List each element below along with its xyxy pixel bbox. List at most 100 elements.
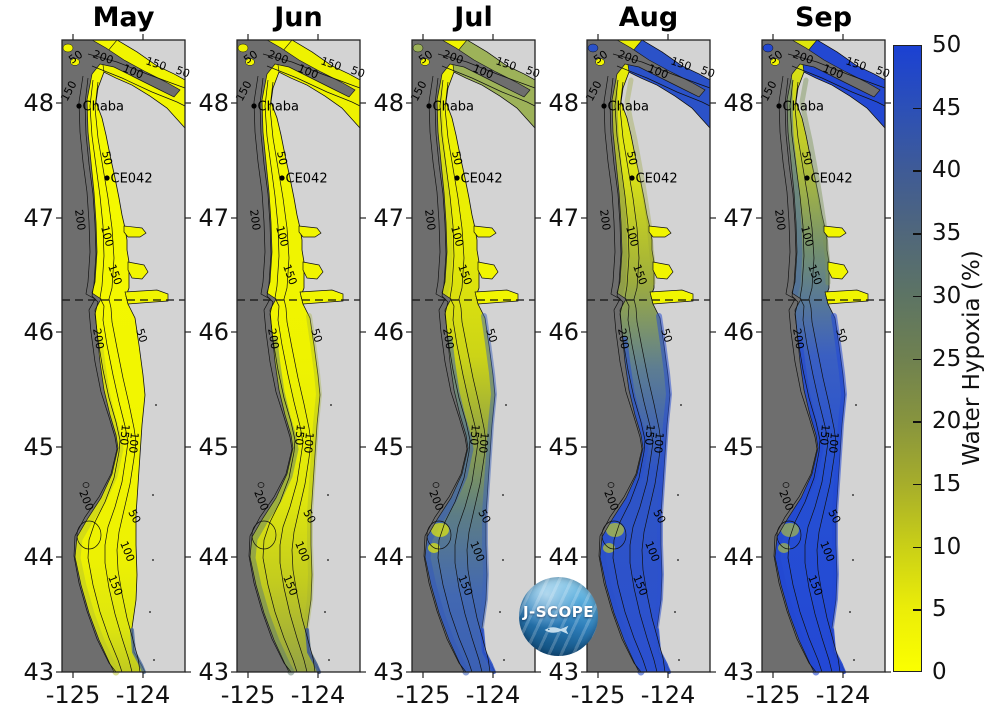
colorbar-label: Water Hypoxia (%) xyxy=(959,250,985,466)
panel-title: Aug xyxy=(618,2,679,33)
outer-shelf-band-north xyxy=(435,76,453,299)
depth-contours xyxy=(423,53,536,673)
colorbar-tick-label: 45 xyxy=(932,94,962,121)
deep-ocean-area xyxy=(586,39,706,673)
contour-depth-label: 150 xyxy=(292,424,307,446)
contour-depth-label: 200 xyxy=(790,327,806,350)
x-axis-tick-label: -125 xyxy=(745,681,801,709)
station-dot xyxy=(104,175,110,181)
contour-depth-label: 100 xyxy=(651,432,666,454)
contour-depth-label: 50 xyxy=(274,150,290,166)
panel-title: Jul xyxy=(454,2,493,33)
contour-depth-label: 100 xyxy=(273,224,291,248)
colorbar-tick xyxy=(913,107,921,110)
contour-depth-label: 50 xyxy=(300,507,318,525)
contour-depth-label: 50 xyxy=(799,150,815,166)
contour-depth-label: 150 xyxy=(817,424,832,446)
outer-shelf-band-south xyxy=(423,336,474,676)
grays-harbor xyxy=(473,225,497,238)
station-dot xyxy=(776,103,782,109)
contour-depth-label: 50 xyxy=(349,64,367,81)
contour-depth-label: 150 xyxy=(144,54,168,73)
contour-depth-label: 150 xyxy=(669,54,693,73)
contour-depth-label: 200 xyxy=(597,209,613,232)
colorbar-tick xyxy=(913,295,921,298)
vancouver-island-shelf-patch xyxy=(762,43,774,53)
panel-frame xyxy=(61,39,186,673)
jscope-logo: J-SCOPE xyxy=(519,577,598,656)
station-label: CE042 xyxy=(811,172,853,187)
willapa-bay xyxy=(827,261,849,280)
grays-harbor xyxy=(648,225,672,238)
colorbar-tick xyxy=(913,421,921,423)
depth-contours xyxy=(248,53,361,673)
colorbar-tick xyxy=(913,170,921,172)
colorbar-tick-label: 0 xyxy=(932,659,947,685)
nearshore-band-south xyxy=(302,313,323,668)
map-panel: Jul xyxy=(406,2,542,678)
contour-depth-label: 50 xyxy=(308,327,325,344)
contour-depth-label: 150 xyxy=(494,54,518,73)
willapa-bay xyxy=(127,261,149,280)
vancouver-island-shelf-patch xyxy=(587,43,599,53)
x-axis-tick-label: -125 xyxy=(45,681,101,709)
panel-frame xyxy=(586,39,711,673)
deep-ocean-area xyxy=(61,39,181,673)
x-axis-tick-label: -125 xyxy=(220,681,276,709)
station-dot xyxy=(279,175,285,181)
colorbar-tick xyxy=(913,609,921,611)
contour-depth-label: 100 xyxy=(476,432,491,454)
contour-depth-label: 150 xyxy=(117,424,132,446)
outer-shelf-band-south xyxy=(248,336,299,676)
station-markers: Chaba CE042 xyxy=(601,100,678,187)
colorbar-tick xyxy=(913,483,921,486)
contour-depth-label: 100 xyxy=(826,432,841,454)
station-label: CE042 xyxy=(286,172,328,187)
fish-icon xyxy=(544,625,568,635)
depth-contours xyxy=(73,53,186,673)
station-dot xyxy=(629,175,635,181)
y-axis-tick-label: 47 xyxy=(23,204,54,232)
contour-depth-label: 50 xyxy=(624,150,640,166)
station-label: CE042 xyxy=(111,172,153,187)
contour-depth-label: 50 xyxy=(699,64,717,81)
panel-frame xyxy=(411,39,536,673)
islet-dots xyxy=(499,404,507,661)
contour-depth-label: 200 xyxy=(615,327,631,350)
deep-ocean-area xyxy=(761,39,881,673)
map-panel: May xyxy=(56,2,192,678)
willapa-bay xyxy=(302,261,324,280)
colorbar-tick-label: 30 xyxy=(932,282,962,309)
nearshore-band-north xyxy=(624,77,656,286)
colorbar-gradient xyxy=(893,45,922,672)
map-panel: Sep xyxy=(756,2,892,678)
panel-title: May xyxy=(92,2,155,33)
axis-ticks xyxy=(406,34,541,678)
contour-depth-label: 150 xyxy=(467,424,482,446)
heceta-bank-patch xyxy=(606,523,624,537)
contour-depth-label: 100 xyxy=(448,224,466,248)
islet-dots xyxy=(849,404,857,661)
nearshore-band-south xyxy=(827,313,848,668)
station-label: Chaba xyxy=(433,100,475,115)
outer-shelf-band-south xyxy=(73,336,124,676)
contour-depth-label: 100 xyxy=(623,224,641,248)
colorbar-tick-label: 5 xyxy=(932,596,947,623)
nearshore-band-north xyxy=(799,77,831,286)
panel-frame xyxy=(761,39,886,673)
station-label: Chaba xyxy=(83,100,125,115)
contour-depth-label: 50 xyxy=(825,507,843,525)
grays-harbor xyxy=(823,225,847,238)
contour-depth-label: 100 xyxy=(301,432,316,454)
y-axis-tick-label: 48 xyxy=(23,89,54,117)
axis-ticks xyxy=(231,34,366,678)
contour-depth-label: 50 xyxy=(125,507,143,525)
station-markers: Chaba CE042 xyxy=(426,100,503,187)
depth-contours xyxy=(598,53,711,673)
station-dot xyxy=(601,103,607,109)
colorbar-tick-label: 20 xyxy=(932,408,962,435)
outer-shelf-band-south xyxy=(598,336,649,676)
x-axis-tick-label: -125 xyxy=(570,681,626,709)
panel-title: Sep xyxy=(794,2,853,33)
